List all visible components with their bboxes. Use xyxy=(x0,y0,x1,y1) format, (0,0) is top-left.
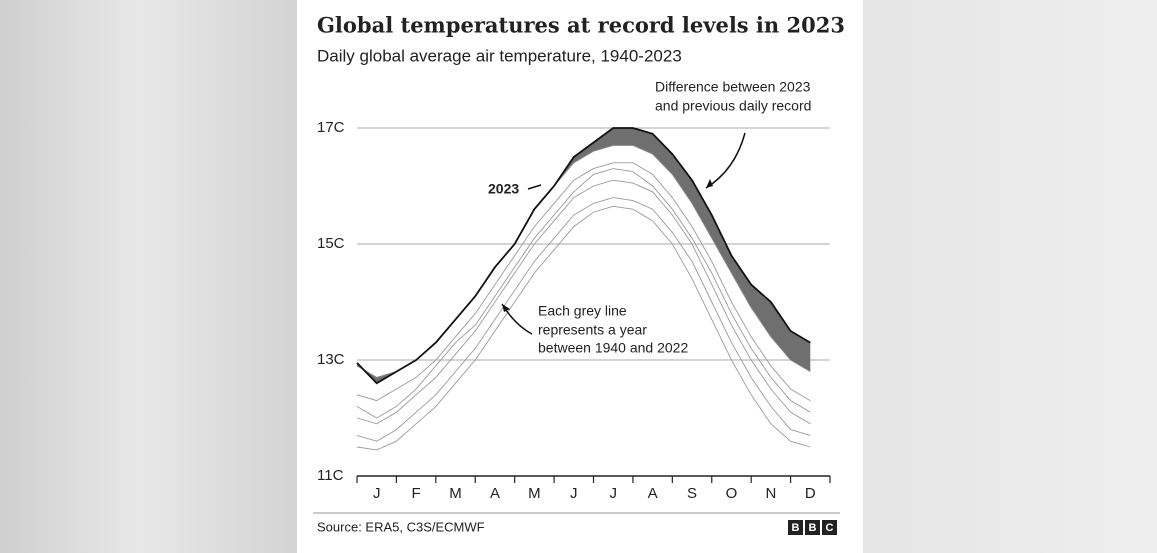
y-tick-label: 17C xyxy=(317,119,345,136)
y-tick-label: 13C xyxy=(317,351,345,368)
grey-line xyxy=(356,205,811,451)
annotation: represents a year xyxy=(538,322,647,338)
x-tick-label: A xyxy=(648,485,658,502)
x-tick-label: S xyxy=(687,485,697,502)
grey-line xyxy=(356,179,811,425)
arrow-head xyxy=(502,304,510,312)
y-tick-label: 11C xyxy=(317,467,344,484)
annotation: Each grey line xyxy=(538,303,627,319)
x-tick-label: F xyxy=(412,485,421,502)
logo-box xyxy=(805,520,820,535)
arrow-head xyxy=(706,179,713,188)
x-tick-label: O xyxy=(726,485,738,502)
x-tick-label: J xyxy=(373,485,381,502)
grey-line xyxy=(356,162,811,402)
logo-letter: C xyxy=(826,522,834,534)
label-line xyxy=(527,184,542,190)
grey-line xyxy=(356,197,811,442)
chart-subtitle: Daily global average air temperature, 19… xyxy=(317,46,682,65)
chart-title: Global temperatures at record levels in … xyxy=(317,13,845,38)
series-line xyxy=(356,127,811,385)
logo-box xyxy=(822,520,837,535)
logo: B B C xyxy=(788,520,837,535)
annotation: between 1940 and 2022 xyxy=(538,340,688,356)
plot: 11C 13C 15C 17C J F M A M J J A S O N D xyxy=(317,119,831,502)
source: Source: ERA5, C3S/ECMWF xyxy=(317,519,485,534)
x-tick-label: D xyxy=(805,485,816,502)
x-tick-label: M xyxy=(449,485,462,502)
y-tick-label: 15C xyxy=(317,235,345,252)
panel xyxy=(297,0,863,553)
logo-letter: B xyxy=(792,522,800,534)
x-tick-label: J xyxy=(570,485,578,502)
difference-area xyxy=(357,128,811,384)
grey-line xyxy=(356,168,811,419)
logo-box xyxy=(788,520,803,535)
logo-letter: B xyxy=(809,522,817,534)
series-label: 2023 xyxy=(488,181,519,197)
x-tick-label: N xyxy=(765,485,776,502)
x-tick-label: M xyxy=(528,485,541,502)
x-tick-label: J xyxy=(609,485,617,502)
x-tick-label: A xyxy=(490,485,500,502)
annotation: and previous daily record xyxy=(655,98,811,114)
annotation: Difference between 2023 xyxy=(655,79,811,95)
